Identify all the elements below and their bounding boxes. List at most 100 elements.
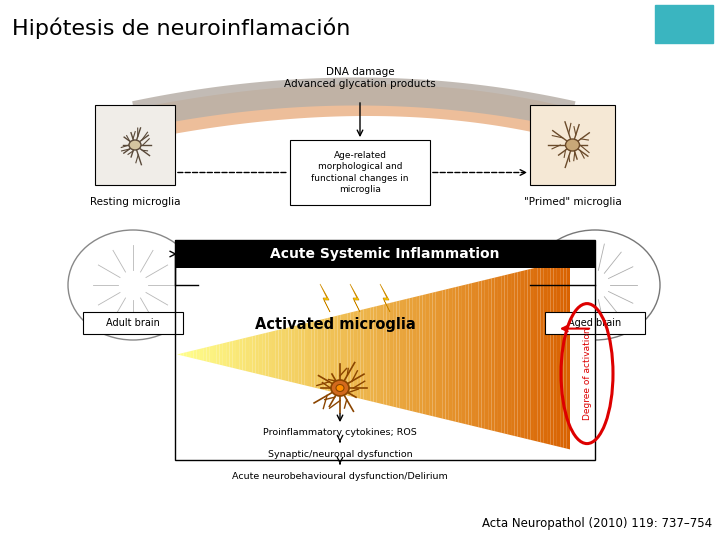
Text: Resting microglia: Resting microglia (90, 197, 180, 207)
Polygon shape (200, 348, 203, 361)
Polygon shape (318, 320, 321, 389)
Text: Acute Systemic Inflammation: Acute Systemic Inflammation (270, 247, 500, 261)
Polygon shape (364, 308, 367, 400)
Ellipse shape (530, 230, 660, 340)
Polygon shape (429, 293, 433, 416)
Polygon shape (233, 340, 236, 369)
Polygon shape (361, 309, 364, 400)
Polygon shape (511, 273, 514, 436)
Polygon shape (514, 272, 518, 437)
Polygon shape (387, 303, 390, 406)
Polygon shape (485, 279, 488, 430)
Polygon shape (259, 334, 262, 375)
Polygon shape (557, 262, 560, 447)
Text: Acute neurobehavioural dysfunction/Delirium: Acute neurobehavioural dysfunction/Delir… (232, 472, 448, 481)
Text: DNA damage
Advanced glycation products: DNA damage Advanced glycation products (284, 67, 436, 89)
Polygon shape (544, 265, 547, 444)
Polygon shape (315, 320, 318, 388)
Polygon shape (207, 347, 210, 362)
Polygon shape (541, 266, 544, 443)
Bar (545, 312, 645, 334)
Polygon shape (252, 335, 256, 373)
Polygon shape (302, 323, 305, 385)
Polygon shape (393, 301, 397, 408)
Polygon shape (478, 281, 482, 428)
Polygon shape (249, 336, 252, 373)
Polygon shape (288, 327, 292, 382)
Polygon shape (256, 335, 259, 374)
Polygon shape (488, 279, 492, 430)
Polygon shape (554, 262, 557, 446)
Polygon shape (334, 315, 338, 393)
Polygon shape (341, 314, 344, 395)
Polygon shape (190, 350, 194, 359)
Polygon shape (469, 283, 472, 426)
Polygon shape (279, 329, 282, 380)
Polygon shape (213, 345, 216, 364)
Text: Age-related
morphological and
functional changes in
microglia: Age-related morphological and functional… (311, 151, 409, 194)
Polygon shape (210, 346, 213, 363)
Polygon shape (239, 339, 243, 370)
Polygon shape (223, 342, 226, 366)
Polygon shape (357, 310, 361, 399)
Polygon shape (226, 342, 230, 367)
Polygon shape (521, 271, 524, 438)
Polygon shape (531, 268, 534, 441)
Polygon shape (305, 323, 308, 386)
Ellipse shape (68, 230, 198, 340)
Polygon shape (537, 267, 541, 442)
Polygon shape (426, 293, 429, 415)
Text: Adult brain: Adult brain (106, 318, 160, 328)
Polygon shape (524, 269, 528, 439)
Polygon shape (518, 271, 521, 437)
Polygon shape (547, 264, 550, 444)
Polygon shape (416, 296, 419, 413)
Polygon shape (308, 322, 311, 387)
Polygon shape (377, 305, 380, 403)
Polygon shape (203, 347, 207, 361)
Polygon shape (243, 338, 246, 371)
Polygon shape (186, 351, 190, 357)
Polygon shape (390, 302, 393, 407)
Polygon shape (220, 343, 223, 366)
Polygon shape (475, 281, 478, 427)
Polygon shape (472, 282, 475, 427)
Polygon shape (367, 308, 370, 401)
Polygon shape (567, 259, 570, 449)
Polygon shape (338, 315, 341, 394)
Polygon shape (269, 332, 272, 377)
Text: Proinflammatory cytokines; ROS: Proinflammatory cytokines; ROS (263, 428, 417, 437)
Polygon shape (354, 311, 357, 398)
Polygon shape (292, 326, 295, 383)
Polygon shape (262, 333, 266, 376)
Bar (175, 240, 595, 460)
Polygon shape (282, 328, 285, 381)
Polygon shape (266, 332, 269, 376)
Polygon shape (403, 299, 406, 410)
Polygon shape (406, 298, 410, 410)
Text: Acta Neuropathol (2010) 119: 737–754: Acta Neuropathol (2010) 119: 737–754 (482, 517, 712, 530)
Bar (175, 240, 595, 268)
Text: "Primed" microglia: "Primed" microglia (523, 197, 621, 207)
Bar (290, 140, 430, 205)
Polygon shape (380, 284, 390, 312)
Polygon shape (528, 269, 531, 440)
Polygon shape (452, 287, 455, 422)
Text: Degree of activation: Degree of activation (582, 327, 592, 420)
Polygon shape (272, 330, 275, 378)
Polygon shape (459, 286, 462, 423)
Polygon shape (508, 274, 511, 435)
Polygon shape (331, 316, 334, 393)
Polygon shape (383, 303, 387, 405)
Polygon shape (462, 285, 465, 424)
Polygon shape (328, 317, 331, 392)
Polygon shape (433, 292, 436, 417)
Ellipse shape (331, 380, 349, 396)
Polygon shape (321, 319, 325, 390)
Polygon shape (505, 274, 508, 434)
Ellipse shape (336, 384, 344, 391)
Polygon shape (495, 277, 498, 432)
Polygon shape (413, 296, 416, 412)
Polygon shape (325, 318, 328, 391)
Polygon shape (285, 327, 288, 381)
